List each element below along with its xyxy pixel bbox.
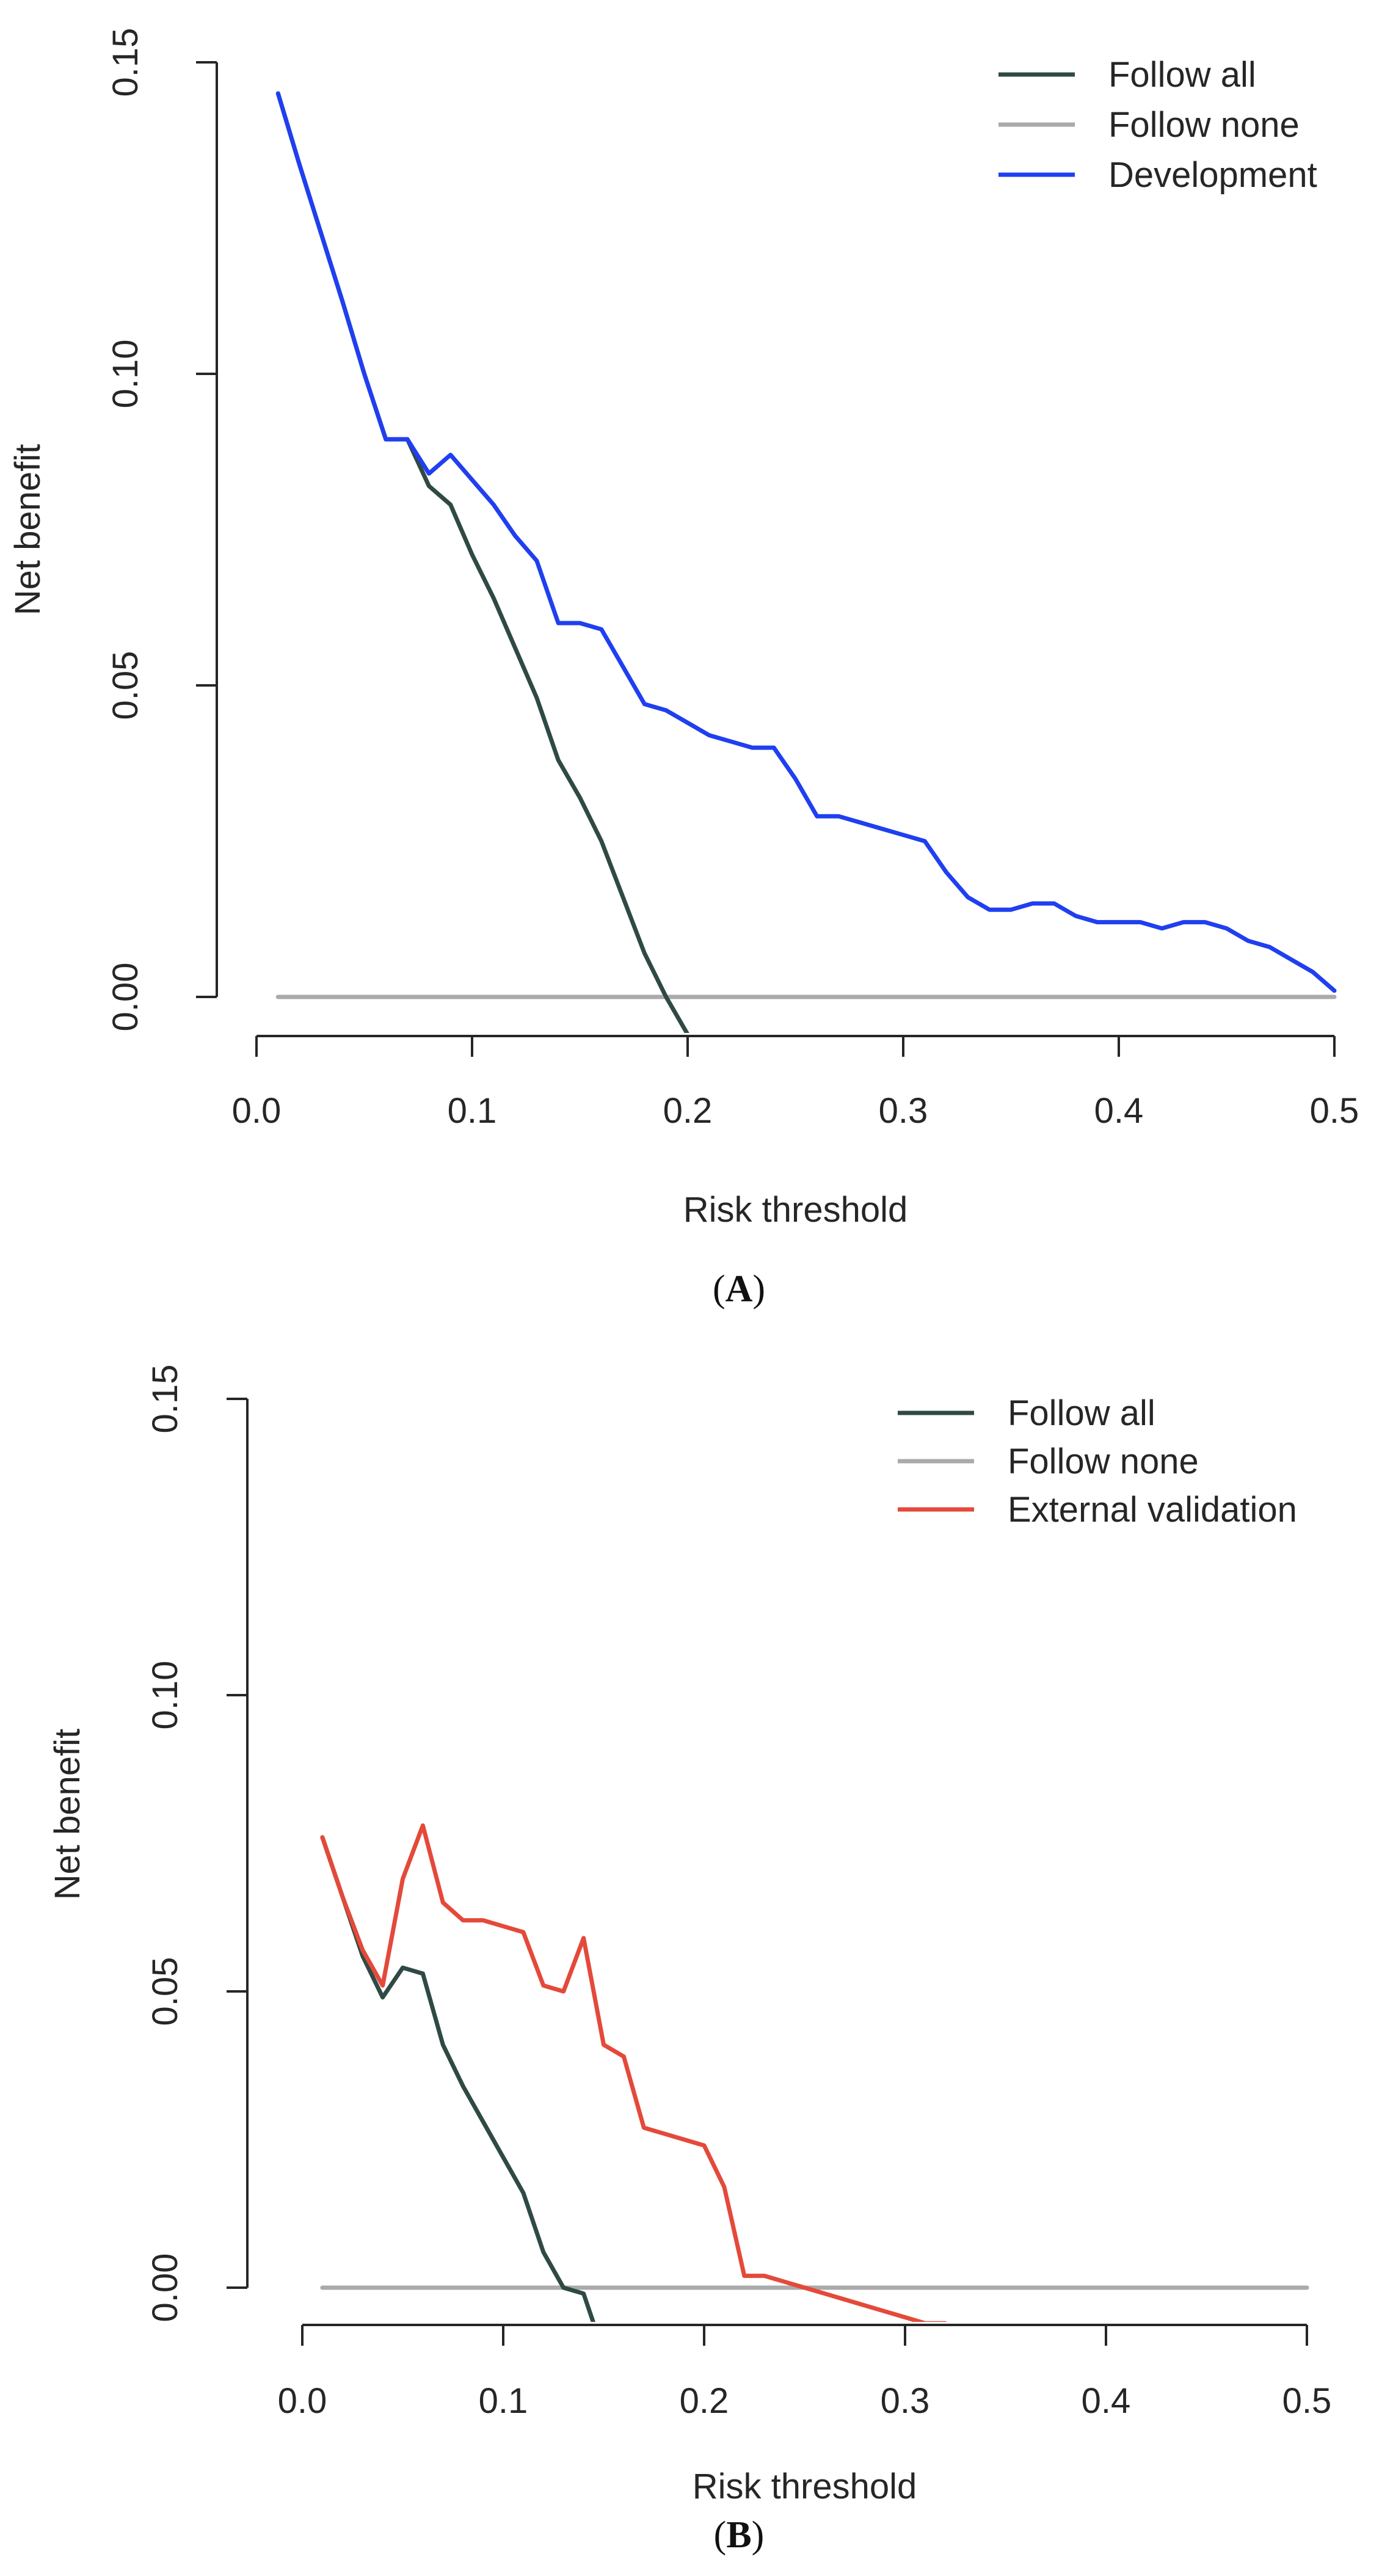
caption-a-letter: A bbox=[726, 1268, 753, 1310]
panel-a-y-axis: 0.00 0.05 0.10 0.15 Net benefit bbox=[8, 28, 218, 1032]
x-tick-label: 0.2 bbox=[680, 2381, 729, 2421]
x-tick-label: 0.1 bbox=[479, 2381, 528, 2421]
series-line-development bbox=[275, 91, 1337, 993]
x-tick-label: 0.5 bbox=[1282, 2381, 1332, 2421]
x-axis-label: Risk threshold bbox=[683, 1190, 907, 1230]
panel-b-y-axis: 0.00 0.05 0.10 0.15 Net benefit bbox=[48, 1365, 249, 2322]
legend-label-external-validation: External validation bbox=[1008, 1490, 1297, 1530]
y-tick-label: 0.10 bbox=[106, 340, 145, 409]
x-tick-label: 0.3 bbox=[881, 2381, 930, 2421]
y-tick-label: 0.15 bbox=[145, 1365, 185, 1434]
legend-label-follow-none: Follow none bbox=[1108, 105, 1300, 145]
panel-a-legend: Follow all Follow none Development bbox=[998, 55, 1317, 195]
y-tick-label: 0.00 bbox=[106, 963, 145, 1032]
panel-a-chart: 0.0 0.1 0.2 0.3 0.4 0.5 Risk threshold 0.00 0.05… bbox=[8, 28, 1359, 1230]
y-tick-label: 0.15 bbox=[106, 28, 145, 97]
panel-b-x-axis: 0.0 0.1 0.2 0.3 0.4 0.5 Risk threshold bbox=[278, 2324, 1332, 2506]
y-tick-label: 0.05 bbox=[106, 651, 145, 720]
x-tick-label: 0.0 bbox=[232, 1091, 282, 1131]
x-tick-label: 0.2 bbox=[663, 1091, 713, 1131]
panel-a-series bbox=[275, 91, 1337, 1033]
caption-b-letter: B bbox=[726, 2514, 751, 2556]
legend-label-development: Development bbox=[1108, 155, 1317, 195]
x-tick-label: 0.4 bbox=[1094, 1091, 1144, 1131]
panel-b-chart: 0.0 0.1 0.2 0.3 0.4 0.5 Risk threshold 0.00 0.05… bbox=[48, 1365, 1331, 2506]
y-tick-label: 0.05 bbox=[145, 1957, 185, 2026]
x-tick-label: 0.4 bbox=[1082, 2381, 1131, 2421]
series-line-follow-all bbox=[275, 91, 689, 1033]
y-tick-label: 0.10 bbox=[145, 1661, 185, 1730]
x-tick-label: 0.0 bbox=[278, 2381, 327, 2421]
x-tick-label: 0.1 bbox=[448, 1091, 497, 1131]
series-line-follow-all bbox=[320, 1835, 595, 2322]
y-axis-label: Net benefit bbox=[48, 1729, 87, 1900]
panel-b-series bbox=[320, 1823, 1309, 2322]
caption-a: (A) bbox=[713, 1268, 765, 1310]
panel-b-legend: Follow all Follow none External validation bbox=[898, 1393, 1297, 1530]
series-line-external-validation bbox=[320, 1823, 947, 2322]
legend-label-follow-none: Follow none bbox=[1008, 1442, 1199, 1481]
x-tick-label: 0.5 bbox=[1310, 1091, 1359, 1131]
y-tick-label: 0.00 bbox=[145, 2253, 185, 2322]
y-axis-label: Net benefit bbox=[8, 444, 48, 616]
panel-a-x-axis: 0.0 0.1 0.2 0.3 0.4 0.5 Risk threshold bbox=[232, 1035, 1359, 1230]
x-tick-label: 0.3 bbox=[879, 1091, 928, 1131]
caption-b: (B) bbox=[714, 2514, 765, 2556]
svg-text:(A): (A) bbox=[713, 1268, 765, 1310]
legend-label-follow-all: Follow all bbox=[1108, 55, 1256, 95]
legend-label-follow-all: Follow all bbox=[1008, 1393, 1155, 1433]
x-axis-label: Risk threshold bbox=[693, 2467, 917, 2506]
svg-text:(B): (B) bbox=[714, 2514, 765, 2556]
